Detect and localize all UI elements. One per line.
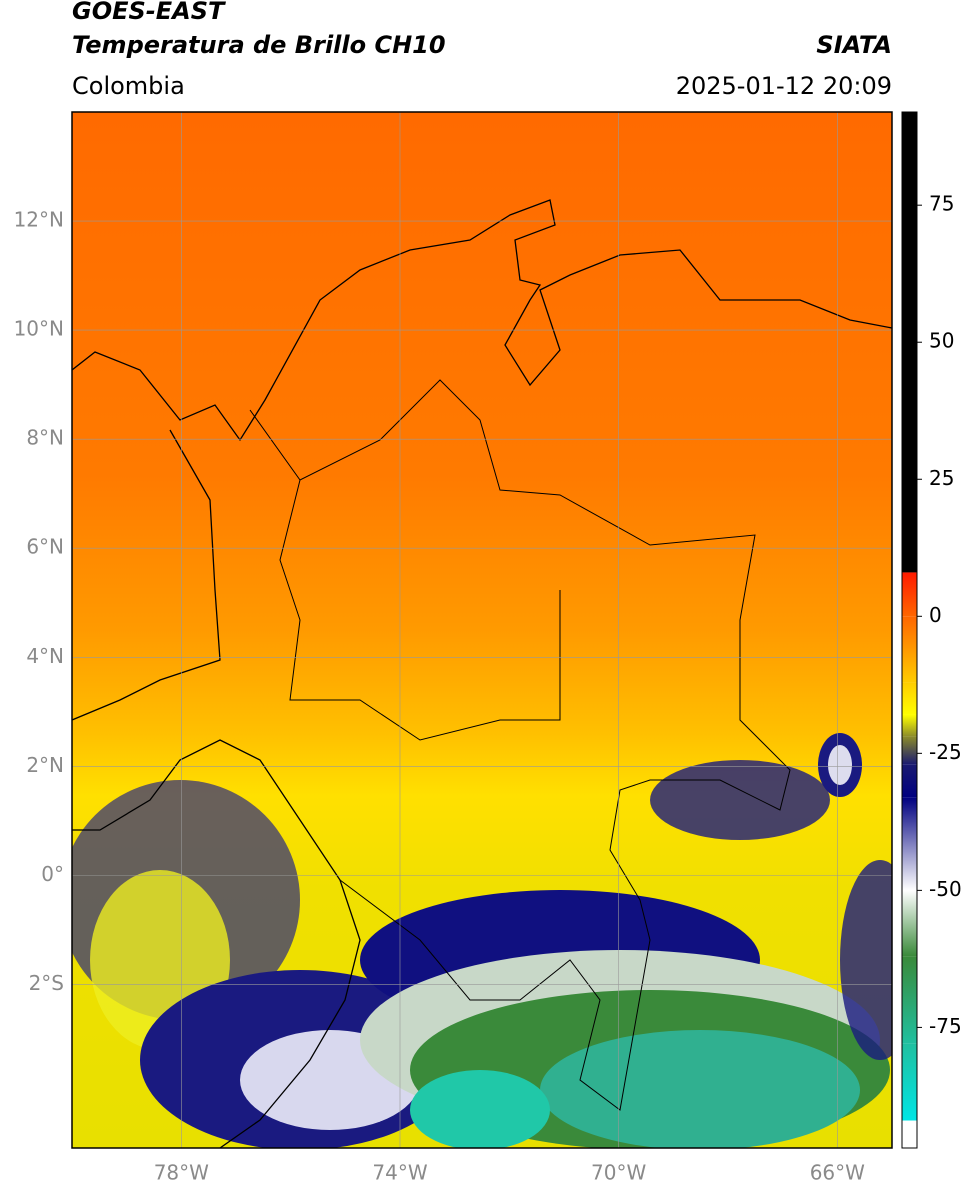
region: Colombia (72, 72, 185, 100)
x-tick-label: 70°W (591, 1161, 646, 1185)
x-tick-label: 66°W (810, 1161, 865, 1185)
colorbar-tick-label: -25 (929, 740, 962, 764)
satellite-image (72, 112, 892, 1148)
y-tick-label: 10°N (14, 317, 64, 341)
source: SIATA (816, 31, 892, 59)
subtitle: Temperatura de Brillo CH10 (72, 31, 446, 59)
datetime: 2025-01-12 20:09 (676, 72, 892, 100)
title: GOES-EAST (72, 0, 226, 25)
y-tick-label: 12°N (14, 208, 64, 232)
cloud-tops (72, 733, 892, 1148)
graticule (72, 112, 892, 1148)
y-tick-label: 0° (41, 862, 64, 886)
colorbar-tick-label: -75 (929, 1014, 962, 1038)
colorbar-segment (902, 112, 917, 573)
colorbar-segment (902, 736, 917, 765)
colorbar-segment (902, 1043, 917, 1121)
colorbar-segment (902, 764, 917, 798)
colorbar-segment (902, 714, 917, 737)
y-tick-label: 2°S (29, 971, 64, 995)
borders (249, 379, 791, 1111)
colorbar-frame (901, 111, 918, 1149)
coastlines (72, 199, 892, 1148)
colorbar-tick-label: 25 (929, 466, 954, 490)
colorbar-segment (902, 797, 917, 891)
colorbar-tick-label: 75 (929, 192, 954, 216)
colorbar-segment (902, 1120, 917, 1148)
y-tick-label: 6°N (26, 535, 64, 559)
colorbar-segment (902, 572, 917, 617)
y-tick-label: 4°N (26, 644, 64, 668)
colorbar-tick-label: -50 (929, 877, 962, 901)
x-tick-label: 74°W (372, 1161, 427, 1185)
y-tick-label: 2°N (26, 753, 64, 777)
y-tick-label: 8°N (26, 426, 64, 450)
colorbar (902, 112, 922, 1148)
colorbar-segment (902, 956, 917, 1044)
colorbar-segment (902, 890, 917, 957)
x-tick-label: 78°W (154, 1161, 209, 1185)
colorbar-segment (902, 616, 917, 683)
map-frame (71, 111, 893, 1149)
colorbar-segment (902, 682, 917, 715)
colorbar-tick-label: 50 (929, 329, 954, 353)
colorbar-tick-label: 0 (929, 603, 942, 627)
